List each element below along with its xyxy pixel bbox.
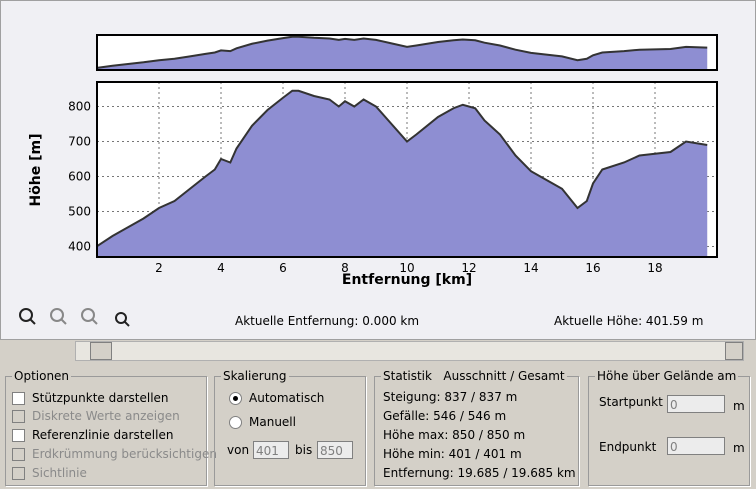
group-title: Skalierung — [221, 369, 289, 383]
terrain-group: Höhe über Gelände am Startpunkt 0 m Endp… — [588, 369, 750, 486]
options-group: Optionen Stützpunkte darstellen Diskrete… — [5, 369, 217, 486]
profile-area — [97, 90, 708, 257]
overview-area-line — [96, 35, 708, 69]
x-tick-label: 18 — [647, 261, 662, 275]
stat: Steigung: 837 / 837 m — [383, 390, 518, 404]
x-tick-label: 4 — [217, 261, 225, 275]
x-axis-label: Entfernung [km] — [342, 272, 472, 288]
x-tick-label: 2 — [155, 261, 163, 275]
stat: Höhe max: 850 / 850 m — [383, 428, 526, 442]
stat: Entfernung: 19.685 / 19.685 km — [383, 466, 576, 480]
input: 0 — [667, 437, 725, 455]
group-title: Höhe über Gelände am — [595, 369, 739, 383]
stat: Höhe min: 401 / 401 m — [383, 447, 522, 461]
scrollbar[interactable] — [75, 341, 744, 361]
label: Diskrete Werte anzeigen — [32, 409, 180, 423]
label: Manuell — [249, 415, 296, 429]
label: Sichtlinie — [32, 466, 87, 480]
x-tick-label: 14 — [523, 261, 538, 275]
scaling-group: Skalierung Automatisch Manuell von 401 b… — [214, 369, 366, 486]
checkbox: Erdkrümmung berücksichtigen — [12, 447, 217, 461]
radio[interactable]: Automatisch — [229, 391, 324, 405]
label: Stützpunkte darstellen — [32, 391, 169, 405]
checkbox: Sichtlinie — [12, 466, 87, 480]
zoom-tools[interactable] — [19, 308, 130, 327]
y-tick-label: 600 — [68, 170, 91, 184]
label: Startpunkt — [599, 395, 663, 409]
overview-frame — [96, 34, 718, 71]
label: Endpunkt — [599, 440, 657, 454]
x-tick-label: 16 — [585, 261, 600, 275]
input: 0 — [667, 395, 725, 413]
y-axis-label: Höhe [m] — [28, 133, 44, 206]
y-tick-label: 700 — [68, 135, 91, 149]
group-title: Optionen — [12, 369, 72, 383]
current-height: Aktuelle Höhe: 401.59 m — [554, 314, 704, 328]
checkbox[interactable]: Referenzlinie darstellen — [12, 428, 173, 442]
current-distance: Aktuelle Entfernung: 0.000 km — [235, 314, 420, 328]
input: 401 — [253, 441, 289, 459]
radio[interactable]: Manuell — [229, 415, 296, 429]
y-tick-label: 500 — [68, 205, 91, 219]
unit: m — [733, 441, 745, 455]
unit: m — [733, 399, 745, 413]
label: Referenzlinie darstellen — [32, 428, 174, 442]
x-tick-label: 8 — [341, 261, 349, 275]
group-title: Statistik Ausschnitt / Gesamt — [381, 369, 567, 383]
chart: Höhe [m] Entfernung [km] 400 500 600 700 800… — [19, 34, 718, 327]
y-tick-label: 800 — [68, 100, 91, 114]
y-tick-label: 400 — [68, 240, 91, 254]
checkbox[interactable]: Stützpunkte darstellen — [12, 391, 169, 405]
label: Erdkrümmung berücksichtigen — [32, 447, 217, 461]
label: von — [227, 443, 250, 457]
x-tick-label: 10 — [399, 261, 414, 275]
stat: Gefälle: 546 / 546 m — [383, 409, 507, 423]
checkbox: Diskrete Werte anzeigen — [12, 409, 180, 423]
label: bis — [295, 443, 313, 457]
input: 850 — [317, 441, 353, 459]
x-tick-label: 6 — [279, 261, 287, 275]
x-tick-label: 12 — [461, 261, 476, 275]
profile-area-line — [96, 89, 708, 247]
label: Automatisch — [249, 391, 325, 405]
statistics-group: Statistik Ausschnitt / Gesamt Steigung: … — [374, 369, 579, 486]
plot-frame — [96, 81, 718, 258]
